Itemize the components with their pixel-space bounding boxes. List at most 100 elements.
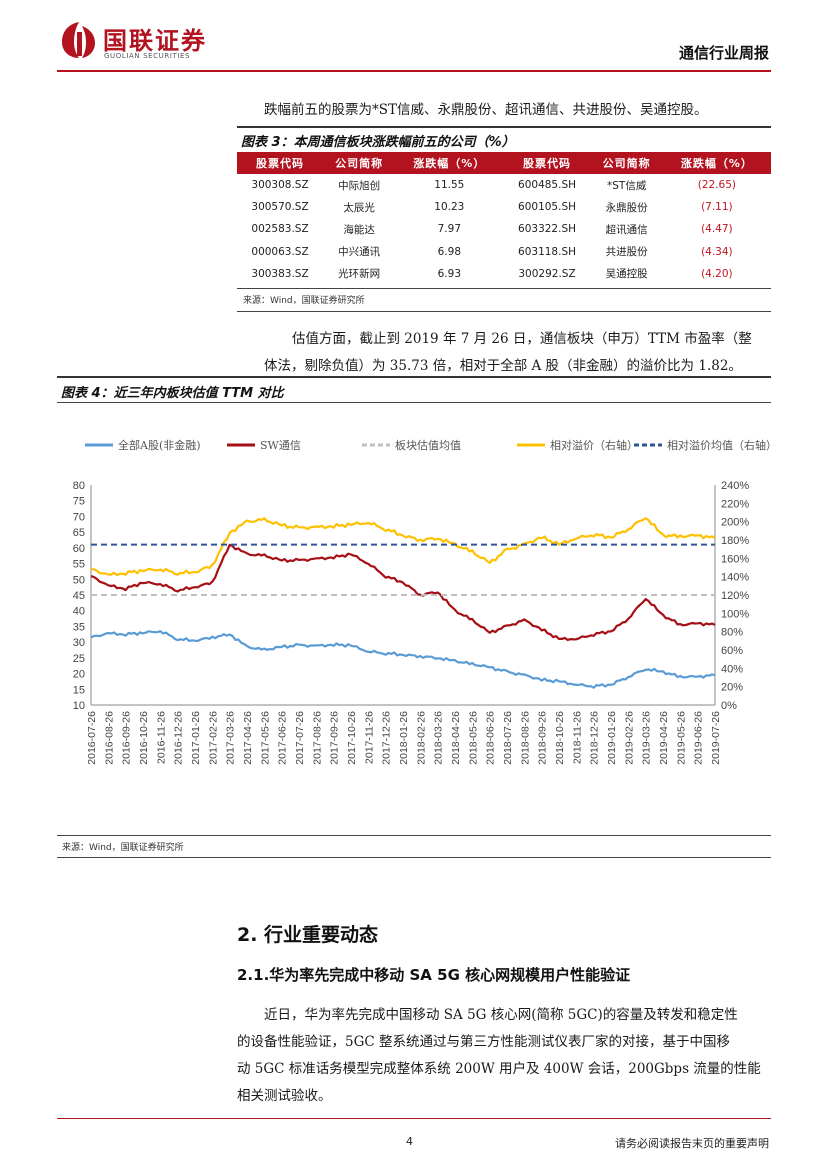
figure4-title-rule (57, 402, 771, 403)
series-line (90, 543, 716, 642)
table-cell: (4.47) (701, 223, 733, 236)
x-tick-label: 2017-10-26 (346, 711, 358, 765)
x-tick-label: 2017-11-26 (363, 711, 375, 764)
x-tick-label: 2017-08-26 (311, 711, 323, 765)
table-cell: 中兴通讯 (338, 246, 381, 259)
right-tick-label: 80% (721, 627, 743, 639)
footer-disclaimer: 请务必阅读报告末页的重要声明 (615, 1137, 769, 1150)
chart-legend: 全部A股(非金融) SW通信 板块估值均值 相对溢价（右轴） 相对溢价均值（右轴） (85, 438, 771, 452)
left-tick-label: 15 (73, 684, 85, 696)
report-title: 通信行业周报 (678, 44, 769, 62)
table-row: 300570.SZ 太辰光 10.23 600105.SH 永鼎股份 (7.11… (237, 196, 771, 218)
right-tick-label: 0% (721, 700, 737, 712)
table-cell: (22.65) (697, 179, 736, 192)
table-cell: 300292.SZ (518, 267, 576, 280)
left-tick-label: 65 (73, 527, 85, 539)
x-tick-label: 2018-03-26 (433, 711, 445, 765)
left-tick-label: 45 (73, 590, 85, 602)
chart-axes: 10 15 20 25 30 35 40 45 50 55 60 65 70 75 80 0% 20% 40% 60… (73, 480, 750, 765)
legend-label: 全部A股(非金融) (118, 438, 201, 452)
chart-series (90, 517, 716, 689)
table-cell: 002583.SZ (251, 223, 309, 236)
legend-label: SW通信 (260, 439, 301, 452)
column-header: 股票代码 (503, 152, 591, 174)
table-cell: 300570.SZ (251, 201, 309, 214)
left-tick-label: 40 (73, 606, 85, 618)
body-line: 相关测试验收。 (237, 1088, 332, 1104)
table3-title: 图表 3：本周通信板块涨跌幅前五的公司（%） (241, 135, 515, 150)
x-tick-label: 2017-02-26 (207, 711, 219, 765)
table-cell: (7.11) (701, 201, 733, 214)
x-tick-label: 2017-01-26 (190, 711, 202, 765)
table-cell: 光环新网 (338, 268, 381, 281)
source-bottom-rule (237, 311, 771, 312)
right-tick-label: 240% (721, 480, 749, 492)
x-tick-label: 2017-12-26 (381, 711, 393, 765)
x-tick-label: 2016-07-26 (86, 711, 98, 765)
table-cell: 10.23 (434, 201, 465, 214)
table-row: 000063.SZ 中兴通讯 6.98 603118.SH 共进股份 (4.34… (237, 241, 771, 263)
x-tick-label: 2016-12-26 (173, 711, 185, 765)
table-cell: 永鼎股份 (605, 201, 648, 214)
table3-source: 来源：Wind，国联证券研究所 (243, 296, 365, 306)
table-cell: 000063.SZ (251, 245, 309, 258)
x-tick-label: 2016-08-26 (103, 711, 115, 765)
top-movers-table: 股票代码 公司简称 涨跌幅（%） 股票代码 公司简称 涨跌幅（%） 300308… (237, 152, 771, 285)
series-line (90, 630, 716, 689)
left-tick-label: 60 (73, 543, 85, 555)
left-tick-label: 20 (73, 669, 85, 681)
right-tick-label: 100% (721, 608, 749, 620)
figure4-bottom-rule (57, 835, 771, 836)
figure4-title: 图表 4：近三年内板块估值 TTM 对比 (61, 386, 284, 401)
legend-label: 相对溢价均值（右轴） (667, 438, 771, 452)
table-cell: (4.20) (701, 267, 733, 280)
figure-top-rule (237, 126, 771, 128)
x-tick-label: 2018-05-26 (467, 711, 479, 765)
body-line: 近日，华为率先完成中国移动 SA 5G 核心网(简称 5GC)的容量及转发和稳定… (264, 1007, 738, 1023)
left-tick-label: 25 (73, 653, 85, 665)
x-tick-label: 2017-04-26 (242, 711, 254, 765)
left-tick-label: 30 (73, 637, 85, 649)
right-tick-label: 180% (721, 535, 749, 547)
left-tick-label: 75 (73, 496, 85, 508)
column-header: 涨跌幅（%） (662, 152, 771, 174)
x-tick-label: 2019-07-26 (710, 711, 722, 765)
x-tick-label: 2019-03-26 (641, 711, 653, 765)
table-cell: 300308.SZ (251, 179, 309, 192)
x-tick-label: 2018-11-26 (571, 711, 583, 764)
figure4-top-rule (57, 376, 771, 378)
body-line: 动 5GC 标准话务模型完成整体系统 200W 用户及 400W 会话，200G… (237, 1061, 761, 1077)
x-tick-label: 2018-06-26 (485, 711, 497, 765)
page-header: 国联证券 GUOLIAN SECURITIES 通信行业周报 (57, 12, 771, 68)
table-cell: 6.93 (437, 267, 462, 280)
right-tick-label: 220% (721, 498, 749, 510)
x-tick-label: 2018-08-26 (519, 711, 531, 765)
table-cell: 600485.SH (518, 179, 577, 192)
series-line (91, 517, 716, 577)
table-cell: 吴通控股 (605, 268, 648, 281)
right-tick-label: 200% (721, 517, 749, 529)
valuation-paragraph-line1: 估值方面，截止到 2019 年 7 月 26 日，通信板块（申万）TTM 市盈率… (292, 331, 752, 347)
x-tick-label: 2019-05-26 (675, 711, 687, 765)
table-cell: 603118.SH (518, 245, 577, 258)
table-bottom-rule (237, 288, 771, 289)
left-tick-label: 35 (73, 621, 85, 633)
left-tick-label: 80 (73, 480, 85, 492)
table-cell: 600105.SH (518, 201, 577, 214)
table-row: 002583.SZ 海能达 7.97 603322.SH 超讯通信 (4.47) (237, 218, 771, 240)
column-header: 公司简称 (590, 152, 663, 174)
table-cell: 603322.SH (518, 223, 577, 236)
x-tick-label: 2018-12-26 (589, 711, 601, 765)
valuation-paragraph-line2: 体法，剔除负值）为 35.73 倍，相对于全部 A 股（非金融）的溢价比为 1.… (264, 358, 742, 374)
x-tick-label: 2019-02-26 (623, 711, 635, 765)
body-line: 的设备性能验证，5GC 整系统通过与第三方性能测试仪表厂家的对接，基于中国移 (237, 1034, 730, 1050)
left-tick-label: 70 (73, 511, 85, 523)
table-cell: 超讯通信 (605, 223, 648, 236)
guolian-logo-icon (62, 22, 95, 58)
table-cell: *ST信威 (606, 179, 647, 192)
x-tick-label: 2019-06-26 (693, 711, 705, 765)
footer-rule (57, 1118, 771, 1119)
x-tick-label: 2017-06-26 (277, 711, 289, 765)
table-cell: 海能达 (343, 223, 375, 236)
x-tick-label: 2018-01-26 (398, 711, 410, 765)
